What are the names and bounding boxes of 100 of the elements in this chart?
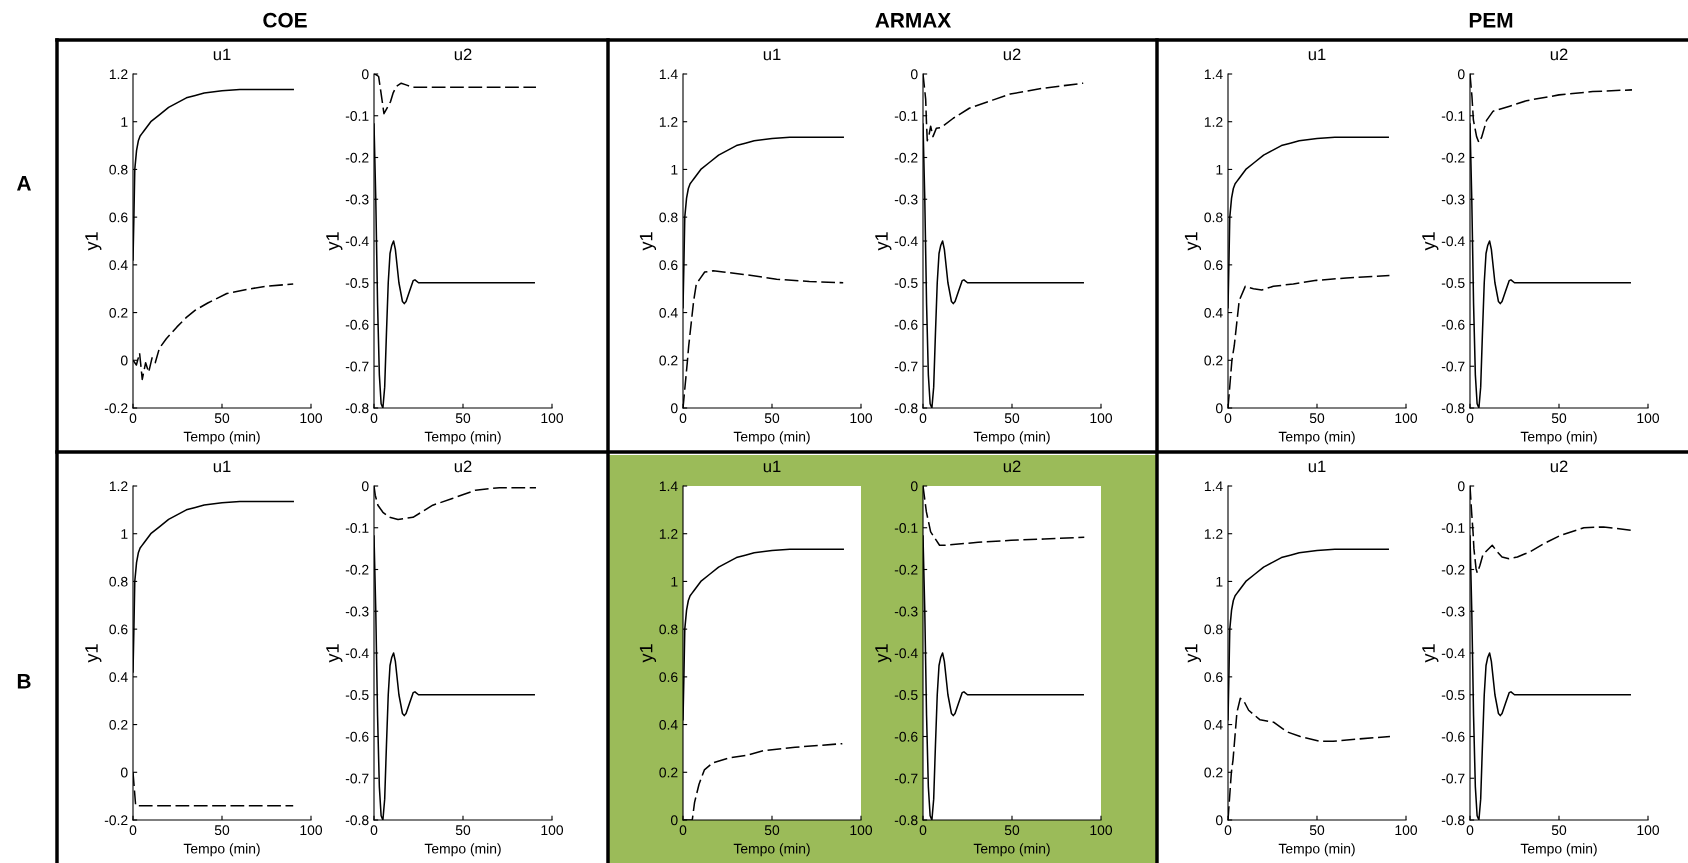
y-tick-label: 0.2 [1204, 767, 1223, 778]
chart-title: u1 [213, 48, 231, 61]
y-tick-label: -0.2 [1441, 564, 1465, 575]
y-tick-label: 1 [1216, 164, 1223, 175]
chart-title: u1 [213, 460, 231, 473]
x-axis-title: Tempo (min) [1278, 843, 1355, 857]
x-tick-label: 50 [1551, 825, 1567, 836]
y-tick-label: -0.2 [1441, 152, 1465, 163]
x-tick-label: 50 [1309, 825, 1325, 836]
y-tick-label: -0.6 [894, 731, 918, 742]
y-tick-label: 0 [120, 767, 128, 778]
y-tick-label: -0.5 [894, 690, 918, 700]
y-tick-label: 0 [670, 403, 678, 414]
y-tick-label: -0.1 [345, 523, 369, 533]
y-tick-label: 0.6 [1204, 672, 1223, 683]
y-tick-label: 1.2 [659, 117, 678, 127]
y-tick-label: 0.4 [1204, 719, 1223, 730]
y-tick-label: 0.4 [659, 719, 678, 730]
y-tick-label: -0.7 [894, 773, 918, 784]
x-tick-label: 100 [1090, 825, 1113, 836]
y-tick-label: -0.8 [1441, 403, 1465, 414]
x-tick-label: 50 [1309, 413, 1325, 424]
y-tick-label: 0.8 [659, 212, 678, 223]
y-tick-label: -0.7 [1441, 361, 1465, 372]
y-tick-label: -0.4 [894, 648, 918, 659]
chart-title: u2 [1550, 48, 1568, 61]
y-tick-label: 0.6 [109, 624, 128, 635]
x-tick-label: 100 [541, 413, 564, 424]
y-tick-label: -0.8 [1441, 815, 1465, 826]
y-tick-label: -0.1 [1441, 523, 1465, 533]
y-tick-label: -0.3 [1441, 194, 1465, 205]
y-tick-label: 0 [910, 481, 918, 492]
y-tick-label: -0.6 [345, 731, 369, 742]
y-tick-label: 1.4 [659, 481, 678, 492]
y-tick-label: 0 [910, 69, 918, 80]
y-axis-title: y1 [85, 644, 102, 663]
x-tick-label: 100 [541, 825, 564, 836]
y-tick-label: -0.4 [1441, 648, 1465, 659]
y-tick-label: -0.2 [104, 815, 128, 826]
y-axis-title: y1 [1184, 644, 1202, 663]
y-tick-label: 0.8 [109, 164, 128, 175]
y-axis-title: y1 [639, 644, 657, 663]
y-tick-label: 1 [1216, 576, 1223, 587]
y-tick-label: -0.3 [894, 194, 918, 205]
x-tick-label: 100 [1395, 825, 1418, 836]
y-tick-label: 0 [1457, 481, 1465, 492]
y-tick-label: -0.3 [345, 606, 369, 617]
x-tick-label: 0 [129, 413, 137, 424]
y-tick-label: 0.8 [109, 576, 128, 587]
y-tick-label: 0.6 [659, 672, 678, 683]
y-tick-label: -0.6 [1441, 319, 1465, 330]
y-tick-label: -0.4 [345, 236, 369, 247]
x-tick-label: 0 [919, 825, 927, 836]
y-tick-label: 1.4 [1204, 69, 1223, 80]
x-axis-title: Tempo (min) [973, 431, 1050, 445]
x-tick-label: 50 [764, 413, 780, 424]
y-tick-label: 1 [671, 576, 678, 587]
y-tick-label: -0.7 [894, 361, 918, 372]
x-tick-label: 50 [455, 413, 471, 424]
y-axis-title: y1 [1422, 644, 1439, 663]
y-tick-label: -0.8 [345, 403, 369, 414]
y-tick-label: -0.2 [345, 564, 369, 575]
y-tick-label: 0.6 [1204, 260, 1223, 271]
y-tick-label: 1 [671, 164, 678, 175]
y-tick-label: -0.6 [894, 319, 918, 330]
chart-title: u2 [1003, 460, 1021, 473]
x-tick-label: 100 [300, 413, 323, 424]
y-tick-label: 1.2 [659, 529, 678, 539]
y-tick-label: 0.4 [1204, 307, 1223, 318]
y-tick-label: 1 [121, 117, 128, 127]
x-tick-label: 0 [679, 413, 687, 424]
y-tick-label: -0.4 [345, 648, 369, 659]
x-tick-label: 0 [1224, 413, 1232, 424]
y-tick-label: 0 [1215, 403, 1223, 414]
y-axis-title: y1 [639, 232, 657, 251]
x-tick-label: 0 [679, 825, 687, 836]
y-tick-label: -0.7 [345, 773, 369, 784]
y-tick-label: 1.4 [1204, 481, 1223, 492]
y-axis-title: y1 [1184, 232, 1202, 251]
y-tick-label: -0.6 [1441, 731, 1465, 742]
y-axis-title: y1 [1422, 232, 1439, 251]
x-tick-label: 0 [1466, 413, 1474, 424]
y-tick-label: 0 [670, 815, 678, 826]
y-tick-label: 0 [1457, 69, 1465, 80]
text: PEM [1469, 13, 1513, 28]
x-axis-title: Tempo (min) [733, 843, 810, 857]
x-tick-label: 50 [1004, 825, 1020, 836]
text: COE [263, 12, 307, 28]
x-tick-label: 0 [129, 825, 137, 836]
x-axis-title: Tempo (min) [1278, 431, 1355, 445]
y-tick-label: 0.4 [659, 307, 678, 318]
y-tick-label: 0 [120, 355, 128, 366]
x-axis-title: Tempo (min) [1520, 843, 1597, 857]
y-tick-label: -0.1 [894, 111, 918, 121]
chart-title: u2 [454, 460, 472, 473]
x-axis-title: Tempo (min) [1520, 431, 1597, 445]
chart-title: u1 [1308, 460, 1326, 473]
y-tick-label: 0.6 [109, 212, 128, 223]
y-tick-label: -0.7 [345, 361, 369, 372]
x-tick-label: 0 [1224, 825, 1232, 836]
